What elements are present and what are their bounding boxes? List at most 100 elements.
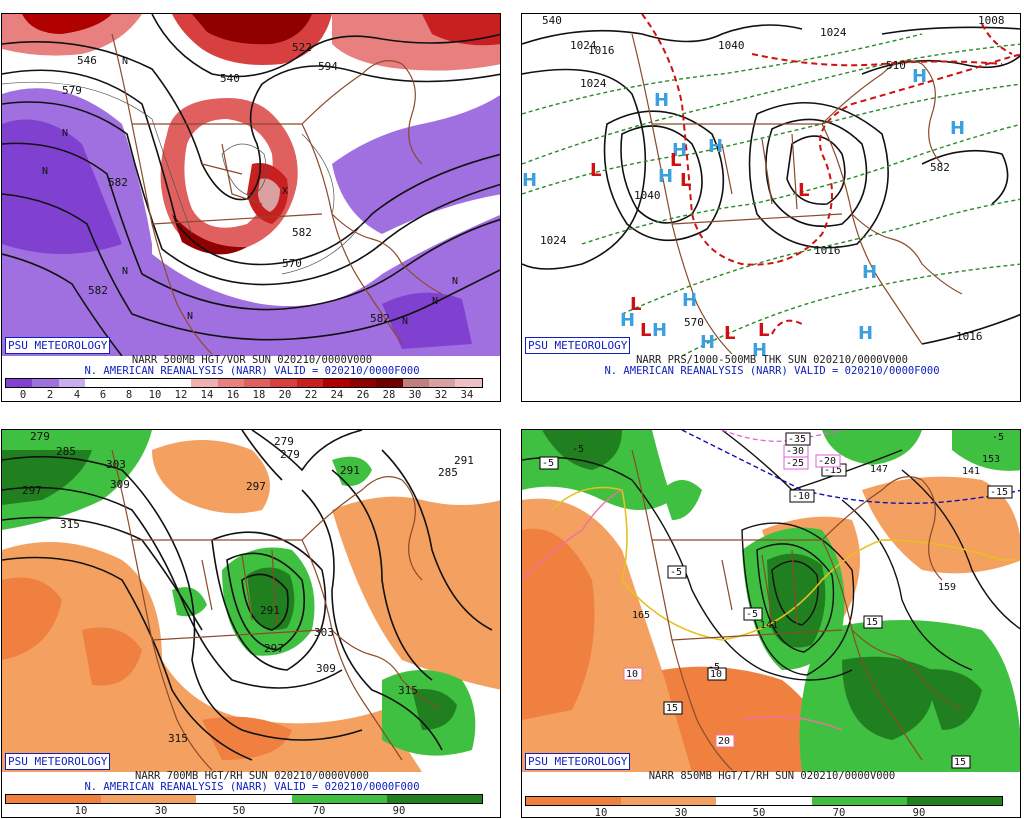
low-pressure-center: L [798,180,809,201]
temp-label: -15 [990,487,1008,498]
temp-label-box [715,734,735,748]
height-label: 153 [982,454,1000,465]
contour-label: 1024 [820,26,847,39]
temp-label: -5 [670,567,682,578]
temp-label-box [539,456,559,470]
contour-label: 315 [168,732,188,745]
temp-label: -5 [746,609,758,620]
contour-label: 582 [930,161,950,174]
colorbar-tick: 26 [356,389,370,401]
contour-label: 279 [30,430,50,443]
temp-label: -15 [824,465,842,476]
map-700mb: 279 285 297 303 309 315 279 279 291 297 … [2,430,500,772]
high-pressure-center: H [700,332,715,353]
high-pressure-center: H [752,340,767,356]
low-pressure-center: L [670,150,681,171]
colorbar-tick: 34 [460,389,474,401]
low-pressure-center: L [758,320,769,341]
panel-caption-title: NARR PRS/1000-500MB THK SUN 020210/0000V… [636,354,908,366]
colorbar-tick: 24 [330,389,344,401]
contour-label: 309 [316,662,336,675]
panel-700mb-rh: 279 285 297 303 309 315 279 279 291 297 … [1,429,501,818]
high-pressure-center: H [950,118,965,139]
colorbar-tick: 30 [154,805,168,817]
contour-label: 546 [77,54,97,67]
high-pressure-center: H [672,140,687,161]
map-500mb: N N N N N N N N X 546 579 582 540 522 59… [2,14,500,356]
contour-label: 510 [886,59,906,72]
colorbar-tick: 20 [278,389,292,401]
temp-label: 15 [666,703,678,714]
colorbar-tick: 10 [148,389,162,401]
colorbar-tick: 10 [74,805,88,817]
temp-label-box [785,432,811,446]
high-pressure-center: H [522,170,537,191]
high-pressure-center: H [682,290,697,311]
contour-label: 1016 [588,44,615,57]
rh-colorbar-ticks: 10 30 50 70 90 [5,805,481,817]
colorbar-tick: 90 [912,807,926,818]
colorbar-tick: 8 [125,389,133,401]
contour-label: 540 [542,14,562,27]
colorbar-tick: 32 [434,389,448,401]
high-pressure-center: H [862,262,877,283]
contour-label: 594 [318,60,338,73]
colorbar-tick: 0 [19,389,27,401]
temp-label: -20 [818,456,836,467]
psu-meteorology-badge: PSU METEOROLOGY [5,337,111,354]
temp-label: -25 [786,458,804,469]
contour-label: 540 [220,72,240,85]
temp-label-box [951,755,971,769]
high-pressure-center: H [858,323,873,344]
colorbar-tick: 6 [99,389,107,401]
contour-label: 1024 [580,77,607,90]
vorticity-colorbar [5,378,483,388]
high-pressure-center: H [658,166,673,187]
temp-label: -10 [792,491,810,502]
colorbar-tick: 28 [382,389,396,401]
colorbar-tick: 12 [174,389,188,401]
colorbar-tick: 2 [46,389,54,401]
vort-x-mark: X [282,186,288,197]
contour-label: 579 [62,84,82,97]
contour-label: 1024 [540,234,567,247]
colorbar-tick: 30 [408,389,422,401]
vort-n-mark: N [452,276,458,287]
temp-label: 15 [866,617,878,628]
height-label: 141 [760,620,778,631]
height-label: 159 [938,582,956,593]
height-label: 165 [632,610,650,621]
contour-label: 582 [108,176,128,189]
colorbar-tick: 30 [674,807,688,818]
panel-500mb-vorticity: N N N N N N N N X 546 579 582 540 522 59… [1,13,501,402]
contour-label: 570 [282,257,302,270]
colorbar-tick: 70 [832,807,846,818]
temp-label-box [789,489,815,503]
panel-slp-thickness: H H H H H H H H H H H H H H L L L L L L … [521,13,1021,402]
contour-label: 303 [314,626,334,639]
temp-label-box [743,607,763,621]
colorbar-tick: 50 [232,805,246,817]
temp-label: 10 [626,669,638,680]
low-pressure-center: L [680,170,691,191]
panel-caption-valid: N. AMERICAN REANALYSIS (NARR) VALID = 02… [84,781,420,793]
temp-label: 20 [718,736,730,747]
low-pressure-center: L [640,320,651,341]
contour-label: 315 [60,518,80,531]
panel-850mb-temp-rh: -5 -5 -5 -10 -15 -15 -20 -25 -30 -35 165… [521,429,1021,818]
rh-colorbar [525,796,1003,806]
contour-label: 582 [370,312,390,325]
temp-label-box [707,667,727,681]
contour-label: 279 [280,448,300,461]
panel-caption-valid: N. AMERICAN REANALYSIS (NARR) VALID = 02… [84,365,420,377]
contour-label: 291 [340,464,360,477]
colorbar-tick: 90 [392,805,406,817]
panel-caption-title: NARR 500MB HGT/VOR SUN 020210/0000V000 [131,354,373,366]
temp-label-box [815,454,841,468]
contour-label: 297 [246,480,266,493]
rh-colorbar [5,794,483,804]
colorbar-tick: 50 [752,807,766,818]
high-pressure-center: H [912,66,927,87]
high-pressure-center: H [708,136,723,157]
contour-label: 1040 [718,39,745,52]
